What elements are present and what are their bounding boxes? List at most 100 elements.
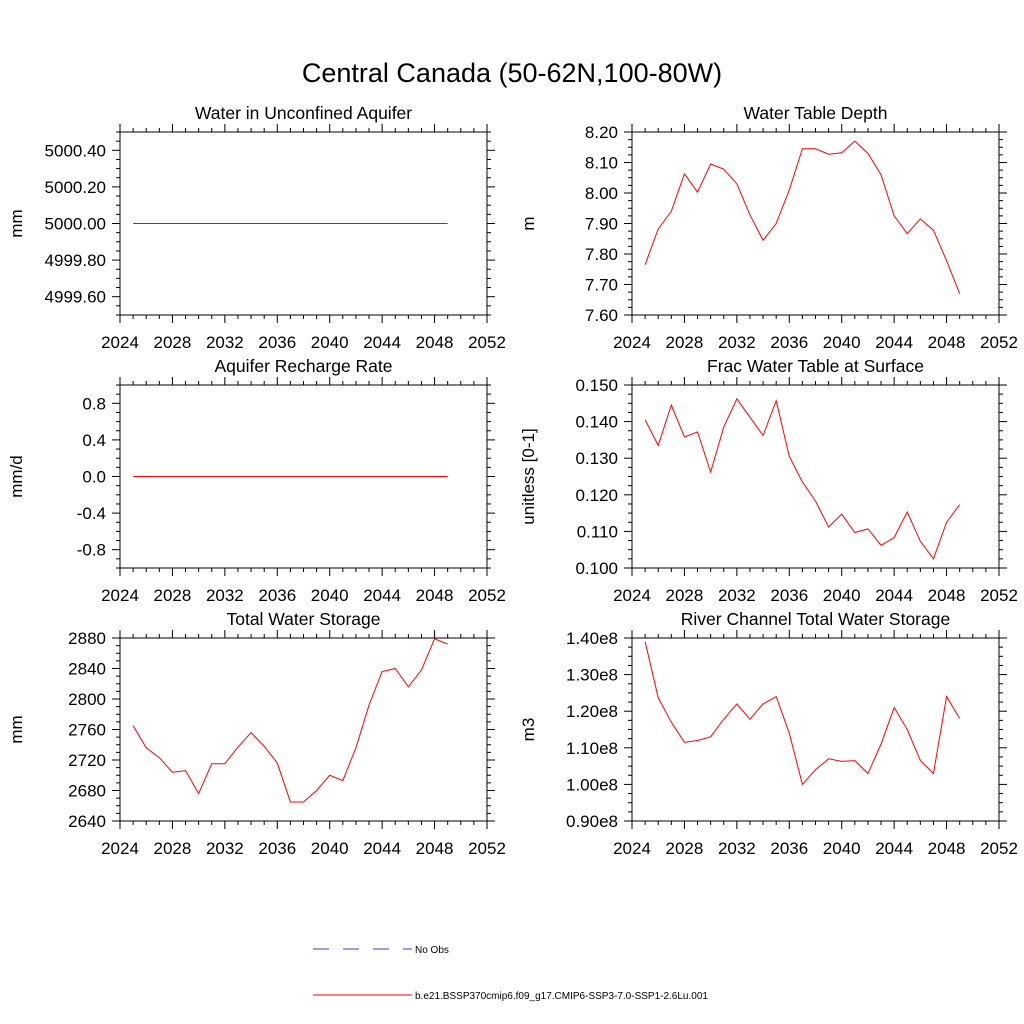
y-tick-label: 1.00e8 — [566, 775, 618, 794]
legend: No Obs b.e21.BSSP370cmip6.f09_g17.CMIP6-… — [313, 945, 708, 1002]
y-tick-label: -0.4 — [77, 504, 106, 523]
y-tick-label: 5000.00 — [45, 215, 106, 234]
y-tick-label: 5000.40 — [45, 141, 106, 160]
x-tick-label: 2052 — [980, 586, 1018, 605]
plot-frame — [631, 131, 1000, 316]
x-tick-label: 2044 — [875, 839, 913, 858]
y-axis-label: mm — [7, 715, 26, 743]
x-tick-label: 2052 — [468, 586, 506, 605]
y-tick-label: 2800 — [68, 690, 106, 709]
x-tick-label: 2052 — [468, 839, 506, 858]
x-tick-label: 2044 — [363, 586, 401, 605]
panel-1: Water in Unconfined Aquifer mm 2024 2028 203… — [7, 103, 506, 352]
y-tick-label: 2760 — [68, 721, 106, 740]
y-tick-label: 7.90 — [585, 215, 618, 234]
x-tick-label: 2024 — [613, 586, 651, 605]
y-tick-label: 0.120 — [575, 486, 618, 505]
series-line — [644, 397, 961, 560]
y-tick-label: 2720 — [68, 751, 106, 770]
x-tick-label: 2048 — [928, 839, 966, 858]
panel-5: Total Water Storage mm 2024 2028 2032 2036 204… — [7, 609, 506, 858]
y-tick-label: 8.00 — [585, 184, 618, 203]
y-tick-label: 0.110 — [577, 522, 618, 541]
x-tick-label: 2040 — [823, 839, 861, 858]
y-tick-label: 1.20e8 — [566, 702, 618, 721]
y-tick-label: -0.8 — [77, 541, 106, 560]
legend-label-no-obs: No Obs — [415, 945, 449, 956]
y-tick-label: 0.100 — [575, 559, 618, 578]
x-tick-label: 2032 — [206, 333, 244, 352]
x-tick-label: 2040 — [823, 586, 861, 605]
x-tick-label: 2048 — [416, 586, 454, 605]
y-axis-label: mm — [7, 209, 26, 237]
legend-label-model: b.e21.BSSP370cmip6.f09_g17.CMIP6-SSP3-7.… — [415, 991, 708, 1002]
x-tick-label: 2040 — [311, 586, 349, 605]
panel-title: Total Water Storage — [226, 609, 380, 629]
y-tick-label: 2840 — [68, 660, 106, 679]
x-tick-label: 2032 — [718, 839, 756, 858]
panel-title: River Channel Total Water Storage — [681, 609, 950, 629]
x-tick-label: 2052 — [980, 333, 1018, 352]
x-tick-label: 2040 — [311, 839, 349, 858]
y-tick-label: 4999.60 — [45, 288, 106, 307]
y-tick-label: 0.140 — [575, 413, 618, 432]
y-tick-label: 1.10e8 — [566, 739, 618, 758]
panel-6: River Channel Total Water Storage m3 2024 2… — [519, 609, 1018, 858]
plot-frame — [119, 637, 488, 822]
y-tick-label: 7.60 — [585, 306, 618, 325]
series-line — [132, 638, 448, 803]
x-tick-label: 2024 — [101, 839, 139, 858]
x-tick-label: 2036 — [258, 586, 296, 605]
x-tick-label: 2036 — [770, 333, 808, 352]
x-tick-label: 2028 — [666, 586, 704, 605]
x-tick-label: 2024 — [101, 586, 139, 605]
panel-4: Frac Water Table at Surface unitless [0-1… — [519, 356, 1018, 605]
panel-2: Water Table Depth m 2024 2028 2032 2036 2040 20… — [519, 103, 1018, 352]
y-tick-label: 0.4 — [82, 431, 106, 450]
y-tick-label: 0.8 — [82, 394, 106, 413]
y-tick-label: 7.80 — [585, 245, 618, 264]
x-tick-label: 2028 — [154, 333, 192, 352]
y-tick-label: 7.70 — [585, 276, 618, 295]
plot-frame — [631, 637, 1000, 822]
x-tick-label: 2044 — [363, 333, 401, 352]
x-tick-label: 2032 — [718, 586, 756, 605]
x-tick-label: 2036 — [258, 333, 296, 352]
y-tick-label: 8.10 — [585, 154, 618, 173]
x-tick-label: 2032 — [718, 333, 756, 352]
x-tick-label: 2048 — [416, 839, 454, 858]
x-tick-label: 2036 — [770, 839, 808, 858]
plot-frame — [631, 384, 1000, 569]
y-tick-label: 4999.80 — [45, 251, 106, 270]
x-tick-label: 2044 — [363, 839, 401, 858]
y-tick-label: 2880 — [68, 629, 106, 648]
x-tick-label: 2048 — [928, 586, 966, 605]
y-tick-label: 0.0 — [82, 468, 106, 487]
x-tick-label: 2052 — [468, 333, 506, 352]
y-tick-label: 1.30e8 — [566, 666, 618, 685]
x-tick-label: 2040 — [311, 333, 349, 352]
x-tick-label: 2028 — [666, 333, 704, 352]
y-tick-label: 0.90e8 — [566, 812, 618, 831]
x-tick-label: 2048 — [928, 333, 966, 352]
x-tick-label: 2036 — [258, 839, 296, 858]
panel-title: Frac Water Table at Surface — [707, 356, 924, 376]
panel-grid: Water in Unconfined Aquifer mm 2024 2028 203… — [7, 103, 1018, 858]
x-tick-label: 2032 — [206, 586, 244, 605]
y-axis-label: unitless [0-1] — [519, 428, 538, 524]
x-tick-label: 2048 — [416, 333, 454, 352]
y-tick-label: 0.130 — [575, 449, 618, 468]
panel-title: Aquifer Recharge Rate — [214, 356, 392, 376]
series-line — [644, 641, 961, 786]
x-tick-label: 2040 — [823, 333, 861, 352]
x-tick-label: 2032 — [206, 839, 244, 858]
figure-title: Central Canada (50-62N,100-80W) — [302, 58, 722, 88]
x-tick-label: 2028 — [154, 839, 192, 858]
x-tick-label: 2044 — [875, 586, 913, 605]
y-tick-label: 8.20 — [585, 123, 618, 142]
y-tick-label: 2640 — [68, 812, 106, 831]
x-tick-label: 2024 — [101, 333, 139, 352]
panel-title: Water Table Depth — [744, 103, 888, 123]
y-axis-label: m — [519, 216, 538, 230]
